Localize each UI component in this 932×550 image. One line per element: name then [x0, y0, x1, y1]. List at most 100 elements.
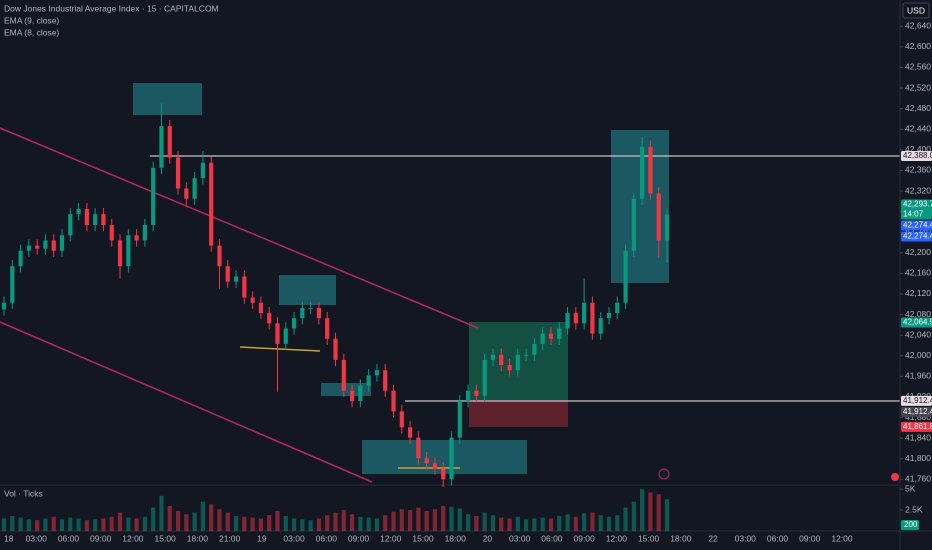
x-tick-label: 03:00 [283, 533, 305, 543]
y-tick-label: 42,040 [905, 329, 931, 339]
volume-bar [117, 512, 123, 531]
volume-bar [43, 518, 48, 531]
volume-bar [490, 515, 496, 531]
candle-body [358, 385, 363, 402]
price-tag-label: 41,861.8 [903, 422, 932, 431]
volume-bar [407, 510, 413, 531]
price-tag-label: 42,293.7 [903, 200, 932, 209]
candle-body [101, 214, 106, 225]
volume-bar [441, 505, 446, 531]
y-tick-label: 41,960 [905, 371, 931, 381]
volume-bar [582, 513, 587, 531]
price-tag [901, 220, 932, 231]
candle-body [18, 250, 23, 267]
volume-bar [134, 518, 139, 531]
volume-bar [308, 520, 313, 531]
event-icon[interactable] [658, 468, 670, 480]
y-tick-label: 42,440 [905, 123, 931, 133]
indicator-label: EMA (8, close) [4, 27, 59, 37]
volume-bar [93, 519, 98, 531]
candle-body [117, 240, 123, 267]
candle-body [573, 313, 578, 324]
volume-bar [349, 514, 355, 531]
candle-body [134, 235, 139, 241]
candle-body [383, 370, 388, 391]
price-tag-label: 42,064.5 [903, 318, 932, 327]
candle-body [258, 302, 264, 314]
volume-bar [167, 505, 172, 531]
candle-body [1, 302, 7, 310]
x-tick-label: 18:00 [187, 533, 209, 543]
support-line [239, 346, 321, 352]
volume-bar [631, 501, 636, 531]
volume-bar [416, 507, 421, 531]
x-tick-label: 03:00 [735, 533, 757, 543]
x-tick-label: 20 [483, 533, 493, 543]
candle-body [424, 458, 429, 464]
y-tick-label: 41,760 [905, 474, 931, 484]
x-tick-label: 09:00 [348, 533, 370, 543]
candle-body [209, 162, 214, 246]
candle-body [192, 178, 197, 199]
candle-body [474, 390, 479, 396]
candle-body [250, 297, 255, 303]
volume-bar [283, 515, 288, 531]
candle-body [341, 359, 346, 391]
candle-body [43, 240, 48, 249]
volume-bar [623, 507, 628, 531]
candle-body [623, 250, 628, 303]
candle-body [267, 313, 272, 324]
x-tick-label: 12:00 [606, 533, 628, 543]
volume-bar [449, 506, 454, 531]
volume-tick-label: 2.5K [905, 504, 923, 514]
volume-bar [316, 518, 322, 531]
candle-body [225, 266, 230, 282]
alert-icon[interactable] [891, 473, 899, 481]
candle-body [548, 333, 554, 339]
y-tick-label: 42,560 [905, 62, 931, 72]
volume-bar [200, 501, 205, 531]
volume-bar [175, 510, 181, 531]
candle-body [151, 167, 156, 225]
price-tag-label: 42,274.4 [903, 221, 932, 230]
candle-body [457, 401, 462, 438]
volume-bar [648, 492, 653, 531]
currency-box[interactable] [902, 2, 930, 19]
volume-tick-label: 5K [905, 483, 916, 493]
candle-body [449, 437, 454, 480]
candle-body [300, 307, 305, 319]
candle-body [349, 390, 355, 402]
candle-body [10, 266, 15, 303]
candle-body [159, 126, 164, 168]
x-tick-label: 21:00 [219, 533, 241, 543]
volume-bar [606, 516, 612, 531]
candle-body [407, 427, 413, 438]
volume-bar [101, 518, 106, 531]
x-tick-label: 15:00 [638, 533, 660, 543]
candle-body [441, 468, 446, 480]
volume-bar [84, 520, 89, 531]
volume-bar [209, 504, 214, 531]
x-tick-label: 18 [4, 533, 14, 543]
candle-body [615, 302, 620, 314]
volume-bar [573, 516, 578, 531]
candle-body [656, 193, 661, 241]
volume-bar [1, 518, 7, 531]
zone-box [133, 83, 202, 115]
price-tag [901, 421, 932, 432]
candle-body [283, 328, 288, 344]
x-tick-label: 19 [257, 533, 267, 543]
x-tick-label: 03:00 [26, 533, 48, 543]
volume-bar [598, 515, 603, 531]
volume-bar [383, 515, 388, 531]
price-tag-label: 42,274.4 [903, 232, 932, 241]
candle-body [482, 359, 487, 396]
candle-body [175, 157, 181, 189]
volume-bar [217, 509, 222, 531]
x-tick-label: 09:00 [573, 533, 595, 543]
volume-bar [68, 517, 73, 531]
candle-body [316, 307, 322, 319]
volume-bar [59, 519, 65, 531]
candle-body [416, 437, 421, 459]
candle-body [590, 302, 595, 334]
